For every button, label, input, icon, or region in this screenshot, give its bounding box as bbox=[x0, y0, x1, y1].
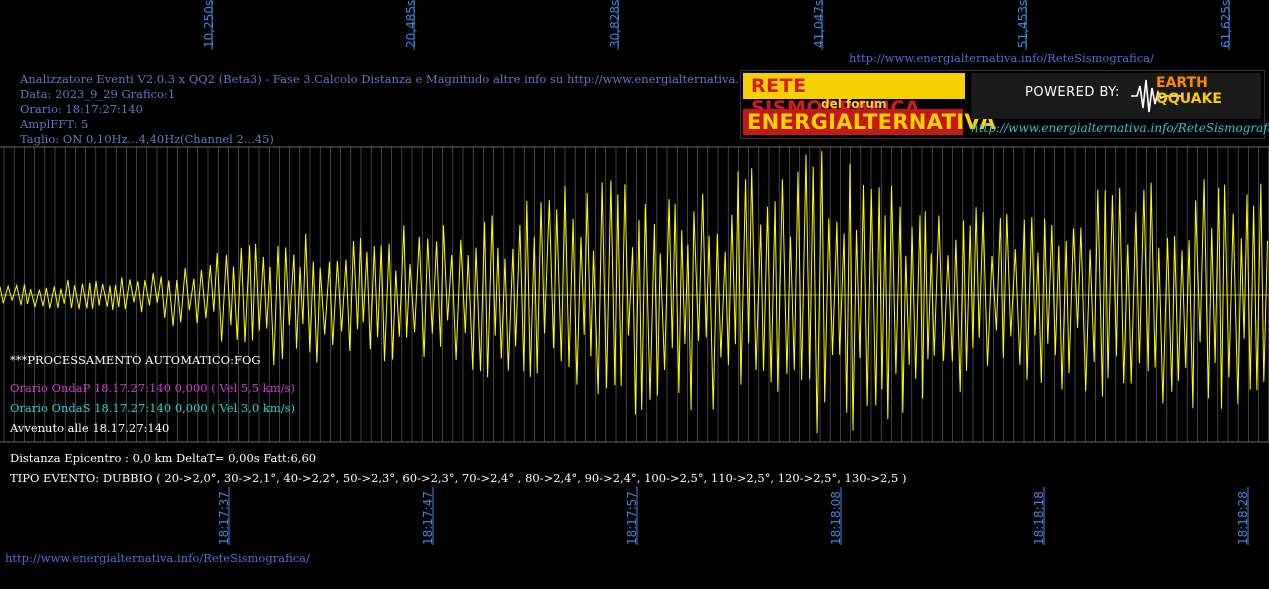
top-tick-label: 30,828s bbox=[608, 0, 622, 48]
bottom-tick-label: 18:17:57 bbox=[625, 491, 639, 545]
bottom-tick-label: 18:18:08 bbox=[829, 491, 843, 545]
processing-status: ***PROCESSAMENTO AUTOMATICO:FOG bbox=[10, 353, 261, 367]
header-line-amplfft: AmplFFT: 5 bbox=[20, 117, 89, 131]
seismic-trace bbox=[0, 151, 1268, 434]
event-type: TIPO EVENTO: DUBBIO ( 20->2,0°, 30->2,1°… bbox=[10, 471, 907, 485]
logo-brand: ENERGIALTERNATIVA bbox=[747, 110, 996, 134]
logo-earth: EARTH bbox=[1156, 75, 1208, 91]
epicenter-distance: Distanza Epicentro : 0,0 km DeltaT= 0,00… bbox=[10, 451, 317, 465]
rete-sismografica-logo: RETE SISMOGRAFICA del forum ENERGIALTERN… bbox=[740, 70, 1269, 139]
header-line-filter: Taglio: ON 0,10Hz...4,40Hz bbox=[20, 132, 181, 146]
top-tick-label: 10,250s bbox=[202, 0, 216, 48]
bottom-tick-label: 18:18:18 bbox=[1032, 491, 1046, 545]
logo-brand-banner: ENERGIALTERNATIVA bbox=[743, 109, 996, 135]
top-tick-label: 41,047s bbox=[812, 0, 826, 48]
onda-p-time: Orario OndaP 18.17.27:140 0,000 ( Vel 5,… bbox=[10, 381, 295, 395]
logo-powered-panel: POWERED BY: EARTH QQUAKE bbox=[971, 73, 1261, 119]
logo-subtitle: del forum bbox=[821, 97, 887, 111]
top-tick-label: 61,625s bbox=[1219, 0, 1233, 48]
header-line-channel: (Channel 2...45) bbox=[180, 132, 274, 146]
logo-qquake: QQUAKE bbox=[1156, 91, 1222, 107]
logo-url[interactable]: http://www.energialternativa.info/ReteSi… bbox=[971, 121, 1269, 135]
logo-earthquake: EARTH QQUAKE bbox=[1156, 75, 1222, 107]
header-line-date: Data: 2023_9_29 Grafico:1 bbox=[20, 87, 176, 101]
logo-powered-by: POWERED BY: bbox=[1025, 85, 1120, 100]
axis-ticks bbox=[211, 0, 1249, 545]
header-line-title: Analizzatore Eventi V2.0.3 x QQ2 (Beta3)… bbox=[20, 72, 738, 86]
top-url-link[interactable]: http://www.energialternativa.info/ReteSi… bbox=[849, 51, 1154, 65]
top-tick-label: 20,485s bbox=[404, 0, 418, 48]
onda-s-time: Orario OndaS 18.17.27:140 0,000 ( Vel 3,… bbox=[10, 401, 296, 415]
seismograph-wave-icon bbox=[1131, 79, 1181, 113]
event-time: Avvenuto alle 18.17.27:140 bbox=[10, 421, 170, 435]
bottom-tick-label: 18:17:37 bbox=[217, 491, 231, 545]
bottom-tick-label: 18:18:28 bbox=[1236, 491, 1250, 545]
top-tick-label: 51,453s bbox=[1016, 0, 1030, 48]
bottom-tick-label: 18:17:47 bbox=[421, 491, 435, 545]
header-line-time: Orario: 18:17:27:140 bbox=[20, 102, 143, 116]
logo-title-banner: RETE SISMOGRAFICA bbox=[743, 73, 965, 119]
bottom-url-link[interactable]: http://www.energialternativa.info/ReteSi… bbox=[5, 551, 310, 565]
